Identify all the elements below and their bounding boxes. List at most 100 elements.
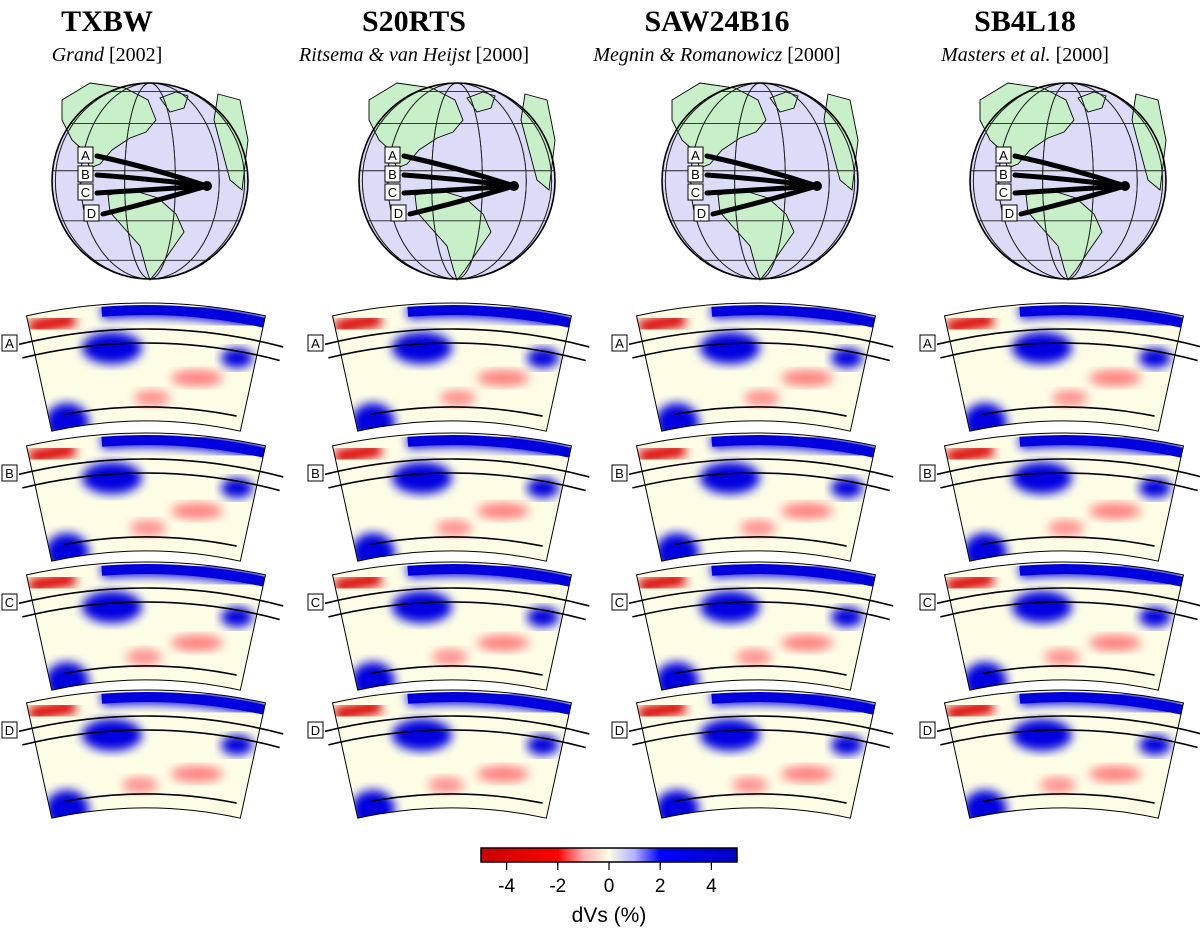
slow-anomaly [171, 503, 223, 519]
model-title: S20RTS [362, 5, 466, 38]
slow-anomaly [1044, 649, 1080, 665]
cross-section-background [636, 690, 876, 819]
fast-anomaly [82, 719, 142, 751]
slow-anomaly [945, 571, 994, 594]
fast-anomaly [700, 591, 760, 623]
fast-anomaly [963, 533, 1007, 562]
path-tag-label: D [394, 206, 403, 221]
path-tag-label: B [388, 167, 397, 182]
row-tag-label: B [5, 466, 14, 481]
colorbar: -4 -2 0 2 4 dVs (%) [480, 847, 738, 927]
cross-section-outline [943, 432, 1185, 562]
core-mantle-boundary [674, 793, 847, 804]
model-citation: Masters et al. [2000] [940, 44, 1109, 66]
path-tag-label: B [999, 167, 1008, 182]
slow-anomaly [637, 571, 686, 594]
fast-anomaly [45, 403, 89, 432]
discontinuity-660 [940, 601, 1198, 621]
cross-section-background [332, 433, 572, 562]
fast-anomaly [351, 533, 395, 562]
fast-anomaly [1019, 692, 1184, 715]
core-mantle-boundary [64, 665, 237, 676]
path-tag-label: A [81, 148, 90, 163]
fast-anomaly [963, 790, 1007, 819]
fast-anomaly [392, 591, 452, 623]
citation-year: [2002] [104, 44, 162, 66]
row-tag-d: D [307, 721, 324, 739]
row-tag-label: C [5, 595, 14, 610]
path-tag-label: D [697, 206, 706, 221]
slow-anomaly [1040, 777, 1076, 793]
slow-anomaly [477, 370, 529, 386]
path-tag-label: C [81, 185, 90, 200]
fast-anomaly [45, 662, 89, 691]
globe-outline [661, 82, 859, 280]
slow-anomaly [27, 312, 76, 335]
slow-anomaly [781, 503, 833, 519]
cross-section-background [26, 562, 266, 691]
path-tag-label: A [388, 148, 397, 163]
velocity-anomalies [637, 562, 876, 691]
discontinuity-410 [18, 328, 284, 348]
discontinuity-410 [18, 587, 284, 607]
path-tag-label: D [1005, 206, 1014, 221]
citation-year: [2000] [1051, 44, 1109, 66]
slow-anomaly [736, 649, 772, 665]
cross-section-background [26, 690, 266, 819]
citation-author: Megnin & Romanowicz [592, 44, 782, 66]
slow-anomaly [333, 699, 382, 722]
colorbar-tick-label: -4 [498, 876, 515, 897]
slow-anomaly [122, 777, 158, 793]
cross-section-outline [25, 689, 267, 819]
core-mantle-boundary [370, 793, 543, 804]
slow-anomaly [1089, 503, 1141, 519]
path-tag-d: D [1001, 204, 1018, 222]
discontinuity-410 [628, 328, 894, 348]
velocity-anomalies [945, 690, 1184, 819]
row-tag-c: C [1, 593, 18, 611]
discontinuity-410 [628, 458, 894, 478]
fast-anomaly [1012, 332, 1072, 364]
row-tag-a: A [1, 334, 18, 352]
fast-anomaly [392, 462, 452, 494]
slow-anomaly [171, 635, 223, 651]
fast-anomaly [655, 662, 699, 691]
discontinuity-660 [940, 472, 1198, 492]
velocity-anomalies [945, 433, 1184, 562]
event-marker [1120, 181, 1130, 191]
path-tag-c: C [995, 183, 1012, 201]
slow-anomaly [126, 649, 162, 665]
cross-section-outline [331, 302, 573, 432]
cross-section-c: C [919, 561, 1200, 691]
row-tag-label: C [311, 595, 320, 610]
model-title: TXBW [61, 5, 153, 38]
core-mantle-boundary [982, 665, 1155, 676]
discontinuity-410 [324, 587, 590, 607]
slow-anomaly [428, 777, 464, 793]
model-citation: Grand [2002] [52, 44, 163, 66]
slow-anomaly [333, 312, 382, 335]
slow-anomaly [477, 635, 529, 651]
cross-section-outline [331, 689, 573, 819]
path-tag-c: C [77, 183, 94, 201]
discontinuity-660 [22, 342, 280, 362]
fast-anomaly [1019, 435, 1184, 458]
fast-anomaly [963, 403, 1007, 432]
discontinuity-660 [632, 729, 890, 749]
cross-section-background [636, 562, 876, 691]
model-citation: Ritsema & van Heijst [2000] [298, 44, 529, 66]
row-tag-b: B [1, 464, 18, 482]
cross-section-d: D [919, 689, 1200, 819]
row-tag-c: C [919, 593, 936, 611]
cross-section-b: B [307, 432, 590, 562]
core-mantle-boundary [370, 536, 543, 547]
fast-anomaly [700, 719, 760, 751]
slow-anomaly [432, 649, 468, 665]
